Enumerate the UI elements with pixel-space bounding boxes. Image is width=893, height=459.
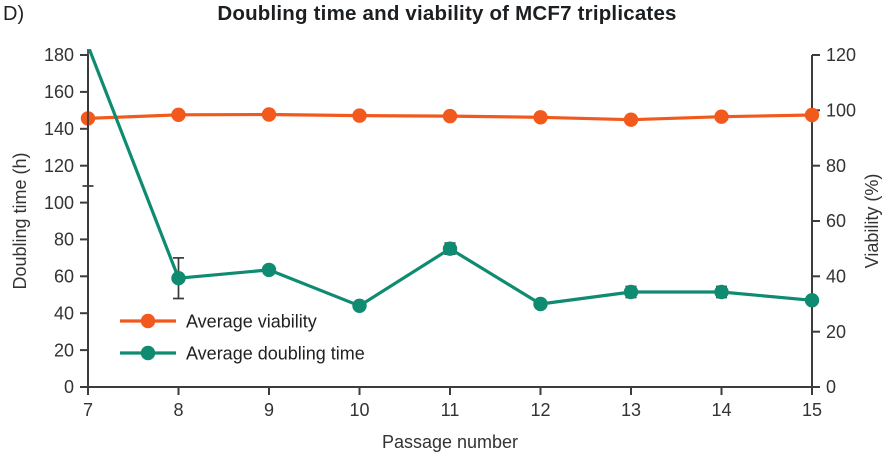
svg-text:14: 14 [711, 400, 731, 420]
svg-text:100: 100 [826, 101, 856, 121]
tick-labels: 0 20 40 60 80 100 120 140 160 180 0 20 40 60 80 100 120 7… [44, 45, 856, 420]
svg-text:40: 40 [54, 303, 74, 323]
data-point [352, 298, 367, 313]
legend-item-average-viability: Average viability [120, 312, 317, 332]
chart-title: Doubling time and viability of MCF7 trip… [217, 2, 677, 25]
svg-text:7: 7 [83, 400, 93, 420]
data-point [442, 241, 458, 256]
svg-text:140: 140 [44, 119, 74, 139]
svg-text:13: 13 [621, 400, 641, 420]
legend-marker [140, 313, 156, 329]
x-axis-label: Passage number [382, 432, 518, 452]
data-point [352, 108, 367, 123]
series-average-viability [80, 107, 820, 127]
legend: Average viability Average doubling time [120, 312, 365, 364]
svg-text:9: 9 [264, 400, 274, 420]
svg-text:10: 10 [349, 400, 369, 420]
svg-text:0: 0 [64, 377, 74, 397]
data-point [171, 271, 186, 286]
legend-marker [140, 345, 156, 361]
data-point [533, 296, 548, 312]
svg-text:0: 0 [826, 377, 836, 397]
svg-text:20: 20 [54, 340, 74, 360]
svg-text:12: 12 [530, 400, 550, 420]
data-point [261, 262, 277, 278]
svg-text:180: 180 [44, 45, 74, 65]
panel-letter: D) [3, 3, 25, 25]
data-point [171, 107, 186, 123]
svg-text:11: 11 [441, 400, 460, 420]
svg-text:120: 120 [826, 45, 856, 65]
svg-text:8: 8 [173, 400, 183, 420]
data-point [442, 108, 458, 124]
data-point [804, 107, 820, 123]
data-point [533, 110, 548, 125]
svg-text:15: 15 [802, 400, 822, 420]
svg-text:120: 120 [44, 156, 74, 176]
data-point [623, 284, 639, 300]
svg-text:40: 40 [826, 267, 846, 287]
legend-item-average-doubling-time: Average doubling time [120, 344, 365, 364]
data-point [714, 284, 729, 300]
y-axis-label-left: Doubling time (h) [10, 152, 30, 289]
data-point [714, 109, 729, 124]
data-point [261, 107, 277, 122]
data-point [623, 112, 639, 127]
svg-text:60: 60 [54, 267, 74, 287]
y-axis-label-right: Viability (%) [862, 174, 882, 269]
svg-text:100: 100 [44, 193, 74, 213]
svg-text:80: 80 [54, 230, 74, 250]
svg-text:160: 160 [44, 82, 74, 102]
series-average-doubling-time [82, 49, 820, 313]
svg-text:80: 80 [826, 156, 846, 176]
error-bars [82, 49, 818, 307]
legend-label: Average doubling time [186, 344, 365, 364]
legend-label: Average viability [186, 312, 317, 332]
data-point [804, 293, 820, 308]
svg-text:20: 20 [826, 322, 846, 342]
svg-text:60: 60 [826, 211, 846, 231]
